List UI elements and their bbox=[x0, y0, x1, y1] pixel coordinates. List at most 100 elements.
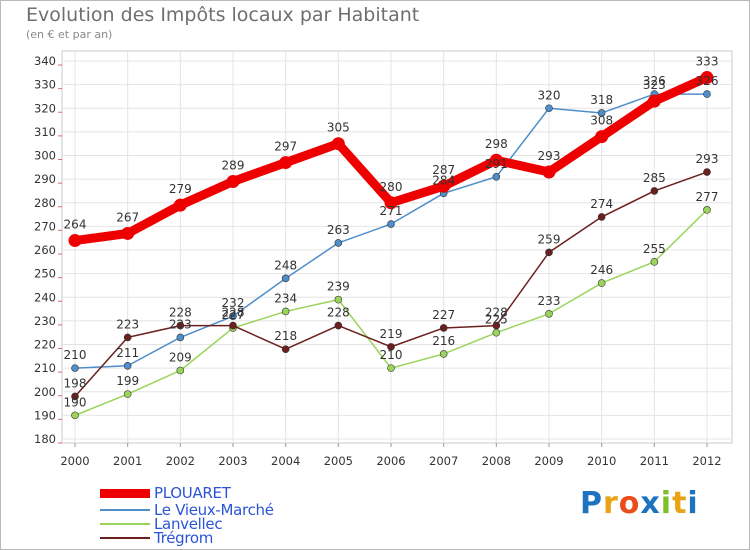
legend-label-le-vieux-marche: Le Vieux-Marché bbox=[154, 501, 274, 519]
legend-label-lanvellec: Lanvellec bbox=[154, 515, 223, 533]
y-tick-label-290: 290 bbox=[34, 172, 56, 186]
x-tick-label-2008: 2008 bbox=[482, 454, 511, 468]
point-plouaret-2002 bbox=[173, 198, 187, 212]
y-tick-label-200: 200 bbox=[34, 385, 56, 399]
data-label-plouaret-2012: 333 bbox=[696, 55, 719, 69]
data-label-lanvellec-2011: 255 bbox=[643, 242, 666, 256]
data-label-lanvellec-2009: 233 bbox=[538, 294, 561, 308]
data-label-lanvellec-2007: 216 bbox=[432, 334, 455, 348]
point-tregrom-2012 bbox=[703, 168, 711, 176]
point-tregrom-2008 bbox=[492, 321, 501, 330]
point-plouaret-2006 bbox=[384, 196, 398, 210]
data-label-plouaret-2010: 308 bbox=[590, 114, 613, 128]
legend-swatch-le-vieux-marche bbox=[100, 509, 150, 511]
point-le-vieux-marche-2003 bbox=[229, 312, 237, 320]
legend-swatch-plouaret bbox=[100, 489, 150, 498]
data-label-plouaret-2002: 279 bbox=[169, 182, 192, 196]
data-label-plouaret-2009: 293 bbox=[538, 149, 561, 163]
data-label-tregrom-2009: 259 bbox=[538, 232, 561, 246]
point-le-vieux-marche-2005 bbox=[334, 239, 343, 247]
y-tick-label-340: 340 bbox=[34, 54, 56, 68]
point-le-vieux-marche-2000 bbox=[71, 364, 79, 372]
data-label-plouaret-2007: 287 bbox=[432, 163, 455, 177]
chart-subtitle: (en € et par an) bbox=[26, 28, 113, 41]
x-tick-label-2004: 2004 bbox=[271, 454, 300, 468]
data-label-le-vieux-marche-2006: 271 bbox=[380, 204, 403, 218]
data-label-tregrom-2012: 293 bbox=[696, 152, 719, 166]
logo-letter: t bbox=[672, 486, 688, 521]
y-axis: 180 190 200 210 220 230 240 250 260 270 280 290 300 3… bbox=[34, 54, 62, 446]
point-lanvellec-2005 bbox=[334, 295, 343, 304]
point-plouaret-2004 bbox=[279, 156, 293, 170]
data-label-le-vieux-marche-2000: 210 bbox=[64, 348, 87, 362]
y-tick-label-250: 250 bbox=[34, 267, 56, 281]
point-le-vieux-marche-2009 bbox=[545, 104, 553, 113]
data-label-le-vieux-marche-2004: 248 bbox=[274, 258, 297, 272]
point-tregrom-2010 bbox=[597, 213, 606, 221]
data-label-plouaret-2006: 280 bbox=[380, 180, 403, 194]
point-plouaret-2009 bbox=[542, 165, 556, 179]
x-tick-label-2005: 2005 bbox=[324, 454, 353, 468]
point-lanvellec-2008 bbox=[492, 328, 501, 337]
point-tregrom-2011 bbox=[650, 187, 659, 195]
y-tick-label-330: 330 bbox=[34, 78, 56, 92]
point-tregrom-2009 bbox=[545, 248, 553, 257]
point-plouaret-2000 bbox=[68, 234, 82, 248]
y-tick-label-270: 270 bbox=[34, 219, 56, 233]
data-label-tregrom-2003: 228 bbox=[222, 306, 245, 320]
data-label-lanvellec-2010: 246 bbox=[590, 263, 613, 277]
point-lanvellec-2000 bbox=[71, 411, 79, 420]
data-label-lanvellec-2002: 209 bbox=[169, 350, 192, 364]
point-plouaret-2005 bbox=[331, 137, 345, 151]
data-label-le-vieux-marche-2001: 211 bbox=[116, 346, 139, 360]
data-label-tregrom-2004: 218 bbox=[274, 329, 297, 343]
legend-label-tregrom: Trégrom bbox=[154, 529, 214, 547]
logo-letter: P bbox=[580, 486, 603, 521]
data-label-tregrom-2005: 228 bbox=[327, 306, 350, 320]
point-le-vieux-marche-2004 bbox=[281, 274, 290, 283]
point-plouaret-2003 bbox=[226, 174, 240, 188]
y-tick-label-310: 310 bbox=[34, 125, 56, 139]
point-le-vieux-marche-2001 bbox=[123, 361, 132, 370]
point-lanvellec-2002 bbox=[176, 366, 185, 375]
point-lanvellec-2004 bbox=[281, 307, 290, 316]
data-label-tregrom-2011: 285 bbox=[643, 171, 666, 185]
data-label-lanvellec-2008: 225 bbox=[485, 313, 508, 327]
data-label-le-vieux-marche-2008: 291 bbox=[485, 157, 508, 171]
grid-lines bbox=[62, 51, 732, 443]
x-tick-label-2000: 2000 bbox=[60, 454, 89, 468]
logo-letter: i bbox=[660, 486, 673, 521]
y-tick-label-260: 260 bbox=[34, 243, 56, 257]
point-plouaret-2012 bbox=[700, 71, 714, 85]
x-axis: 2000 2001 2002 2003 2004 2005 2006 2007 2008 2009… bbox=[60, 443, 722, 468]
point-tregrom-2000 bbox=[71, 392, 79, 401]
data-label-tregrom-2008: 228 bbox=[485, 306, 508, 320]
logo-letter: i bbox=[687, 486, 699, 521]
point-tregrom-2004 bbox=[281, 345, 290, 354]
data-label-tregrom-2000: 198 bbox=[64, 376, 87, 390]
series-lines bbox=[68, 71, 714, 420]
y-tick-label-300: 300 bbox=[34, 149, 56, 163]
point-lanvellec-2009 bbox=[545, 309, 553, 318]
x-tick-label-2006: 2006 bbox=[376, 454, 405, 468]
data-label-le-vieux-marche-2005: 263 bbox=[327, 223, 350, 237]
x-tick-label-2011: 2011 bbox=[640, 454, 669, 468]
data-label-le-vieux-marche-2002: 223 bbox=[169, 317, 192, 331]
y-tick-label-210: 210 bbox=[34, 361, 56, 375]
data-label-lanvellec-2005: 239 bbox=[327, 280, 350, 294]
point-tregrom-2001 bbox=[123, 333, 132, 342]
point-tregrom-2006 bbox=[387, 343, 395, 351]
logo-letter: o bbox=[618, 486, 641, 521]
point-tregrom-2002 bbox=[176, 321, 185, 330]
point-plouaret-2008 bbox=[489, 153, 503, 167]
point-plouaret-2011 bbox=[647, 94, 661, 108]
data-label-lanvellec-2000: 190 bbox=[64, 395, 87, 409]
data-label-le-vieux-marche-2010: 318 bbox=[590, 93, 613, 107]
chart-title: Evolution des Impôts locaux par Habitant bbox=[26, 4, 420, 26]
data-label-plouaret-2011: 323 bbox=[643, 78, 666, 92]
legend-swatch-lanvellec bbox=[100, 523, 150, 525]
data-label-plouaret-2003: 289 bbox=[222, 158, 245, 172]
y-tick-label-320: 320 bbox=[34, 101, 56, 115]
point-plouaret-2010 bbox=[595, 130, 609, 144]
